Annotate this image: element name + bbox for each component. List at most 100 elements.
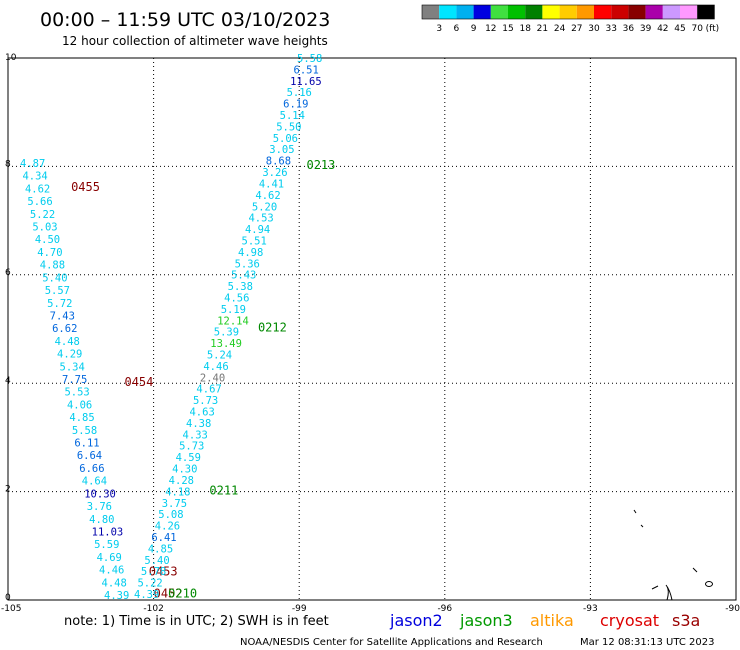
y-tick-label: 6 bbox=[5, 268, 11, 278]
legend-swatch bbox=[525, 5, 543, 19]
footer-note: note: 1) Time is in UTC; 2) SWH is in fe… bbox=[64, 614, 329, 629]
wave-height-reading: 5.39 bbox=[214, 327, 239, 339]
x-tick-label: -102 bbox=[143, 604, 163, 614]
wave-height-reading: 4.64 bbox=[82, 476, 107, 488]
legend-frame bbox=[421, 4, 715, 20]
legend-swatch bbox=[559, 5, 577, 19]
x-tick-label: -96 bbox=[437, 604, 452, 614]
wave-height-reading: 4.80 bbox=[89, 514, 114, 526]
legend-label: 27 bbox=[571, 24, 582, 34]
x-tick-label: -105 bbox=[1, 604, 21, 614]
wave-height-reading: 5.57 bbox=[45, 285, 70, 297]
wave-height-reading: 5.58 bbox=[72, 425, 97, 437]
footer-timestamp: Mar 12 08:31:13 UTC 2023 bbox=[580, 637, 715, 648]
wave-height-reading: 5.51 bbox=[242, 235, 267, 247]
wave-height-reading: 6.62 bbox=[52, 323, 77, 335]
wave-height-reading: 4.69 bbox=[97, 552, 122, 564]
coastline bbox=[633, 509, 713, 601]
wave-height-reading: 4.28 bbox=[169, 475, 194, 487]
wave-height-reading: 4.63 bbox=[189, 407, 214, 419]
satellite-name: cryosat bbox=[600, 611, 659, 630]
wave-height-reading: 4.39 bbox=[134, 589, 159, 601]
legend-label: 15 bbox=[502, 24, 513, 34]
legend-swatch bbox=[456, 5, 474, 19]
legend-label: 9 bbox=[471, 24, 477, 34]
wave-height-reading: 4.29 bbox=[57, 349, 82, 361]
legend-label: 36 bbox=[623, 24, 635, 34]
wave-height-reading: 13.49 bbox=[210, 338, 242, 350]
wave-height-reading: 4.06 bbox=[67, 399, 92, 411]
wave-height-reading: 11.03 bbox=[92, 526, 124, 538]
legend-unit: (ft) bbox=[706, 24, 720, 34]
wave-height-reading: 5.22 bbox=[30, 209, 55, 221]
wave-height-reading: 4.88 bbox=[40, 260, 65, 272]
wave-height-reading: 4.56 bbox=[224, 292, 249, 304]
x-tick-label: -90 bbox=[725, 604, 740, 614]
wave-height-reading: 4.39 bbox=[104, 590, 129, 602]
wave-height-reading: 7.43 bbox=[50, 310, 75, 322]
wave-height-reading: 5.73 bbox=[179, 441, 204, 453]
map-title: 00:00 – 11:59 UTC 03/10/2023 bbox=[40, 9, 330, 31]
footer-credit: NOAA/NESDIS Center for Satellite Applica… bbox=[240, 637, 543, 648]
legend-swatch bbox=[697, 5, 715, 19]
legend-label: 3 bbox=[436, 24, 442, 34]
legend-label: 21 bbox=[537, 24, 548, 34]
wave-height-reading: 11.65 bbox=[290, 76, 322, 88]
pass-time-label: 0454 bbox=[124, 375, 153, 389]
wave-height-reading: 4.26 bbox=[155, 521, 180, 533]
y-tick-label: 4 bbox=[5, 376, 11, 386]
wave-height-reading: 4.70 bbox=[37, 247, 62, 259]
wave-height-reading: 5.59 bbox=[94, 539, 119, 551]
y-tick-label: 10 bbox=[5, 53, 17, 63]
wave-height-reading: 6.11 bbox=[74, 438, 99, 450]
legend-label: 33 bbox=[605, 24, 616, 34]
wave-height-reading: 6.66 bbox=[79, 463, 104, 475]
lat-lon-grid bbox=[8, 58, 736, 600]
legend-swatch bbox=[628, 5, 646, 19]
satellite-name: jason3 bbox=[459, 611, 513, 630]
legend-label: 12 bbox=[485, 24, 496, 34]
altimeter-tracks: 4.874.344.625.665.225.034.504.704.885.40… bbox=[20, 53, 335, 602]
legend-swatch bbox=[542, 5, 560, 19]
wave-height-reading: 4.33 bbox=[183, 429, 208, 441]
legend-label: 39 bbox=[640, 24, 652, 34]
wave-height-reading: 4.62 bbox=[255, 190, 280, 202]
wave-height-reading: 5.24 bbox=[207, 350, 232, 362]
satellite-name: jason2 bbox=[389, 611, 443, 630]
y-tick-label: 8 bbox=[5, 159, 11, 169]
wave-height-reading: 4.46 bbox=[99, 565, 124, 577]
pass-time-label: 0455 bbox=[71, 180, 100, 194]
legend-label: 30 bbox=[588, 24, 600, 34]
wave-height-reading: 3.26 bbox=[262, 167, 287, 179]
legend-swatch bbox=[680, 5, 698, 19]
y-tick-label: 0 bbox=[5, 593, 11, 603]
map-subtitle: 12 hour collection of altimeter wave hei… bbox=[62, 34, 328, 48]
wave-height-reading: 5.36 bbox=[235, 258, 260, 270]
wave-height-reading: 5.53 bbox=[64, 387, 89, 399]
legend-swatch bbox=[576, 5, 594, 19]
color-scale-legend: 3 6 9 12 15 18 21 24 27 30 33 36 39 42 45 70 (ft) bbox=[421, 4, 720, 34]
wave-height-reading: 5.22 bbox=[137, 578, 162, 590]
legend-swatch bbox=[473, 5, 491, 19]
wave-height-reading: 5.40 bbox=[42, 272, 67, 284]
pass-time-label: 0212 bbox=[258, 321, 287, 335]
wave-height-reading: 5.34 bbox=[60, 361, 85, 373]
legend-swatch bbox=[439, 5, 457, 19]
pass-time-label: 0452 bbox=[154, 586, 183, 600]
wave-height-reading: 5.58 bbox=[297, 53, 322, 65]
wave-height-reading: 3.05 bbox=[269, 144, 294, 156]
legend-label: 18 bbox=[519, 24, 531, 34]
legend-label: 45 bbox=[674, 24, 685, 34]
wave-height-reading: 4.59 bbox=[176, 452, 201, 464]
satellite-legend: jason2 jason3 altika cryosat s3a bbox=[389, 611, 700, 630]
wave-height-reading: 5.43 bbox=[231, 270, 256, 282]
wave-height-reading: 6.51 bbox=[294, 64, 319, 76]
satellite-name: s3a bbox=[672, 611, 700, 630]
legend-swatch bbox=[662, 5, 680, 19]
wave-height-reading: 4.85 bbox=[148, 543, 173, 555]
legend-label: 24 bbox=[554, 24, 566, 34]
wave-height-reading: 10.30 bbox=[84, 488, 116, 500]
wave-height-reading: 5.08 bbox=[158, 509, 183, 521]
wave-height-reading: 5.50 bbox=[276, 121, 301, 133]
wave-height-reading: 4.50 bbox=[35, 234, 60, 246]
